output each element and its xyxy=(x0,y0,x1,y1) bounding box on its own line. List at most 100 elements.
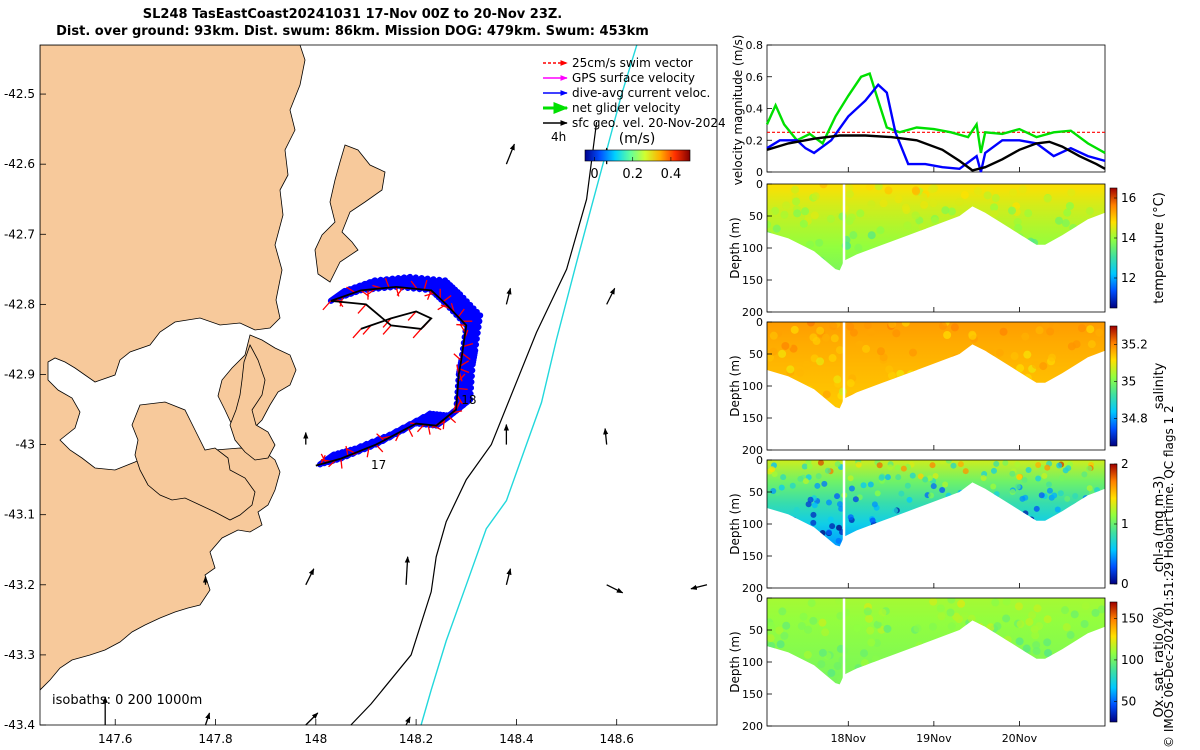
section-sample xyxy=(917,473,924,480)
section-sample xyxy=(790,325,799,334)
section-sample xyxy=(1016,473,1023,480)
map-xtick-label: 148.4 xyxy=(499,732,533,746)
section-colorbar-tick-label: 2 xyxy=(1121,457,1129,471)
section-ytick-label: 200 xyxy=(742,720,763,733)
section-colorbar-tick-label: 14 xyxy=(1121,231,1136,245)
swim-vector xyxy=(463,343,474,348)
salinity-section: 0 50 100 150 200 Depth (m) 34.8 35 35.2 salinity xyxy=(728,316,1167,457)
current-vector xyxy=(449,298,470,315)
section-sample xyxy=(918,222,927,231)
section-sample xyxy=(900,465,907,472)
section-sample xyxy=(1025,617,1034,626)
section-sample xyxy=(1086,325,1095,334)
section-sample xyxy=(1031,360,1040,369)
section-sample xyxy=(999,327,1008,336)
section-sample xyxy=(1018,185,1027,194)
section-sample xyxy=(898,490,905,497)
swim-vector xyxy=(459,360,470,367)
section-sample xyxy=(993,460,1000,467)
section-sample xyxy=(1080,620,1089,629)
section-sample xyxy=(782,201,791,210)
section-sample xyxy=(767,634,775,643)
section-ytick-label: 0 xyxy=(756,454,763,467)
velocity-ytick-label: 0.4 xyxy=(746,103,764,116)
tasman-peninsula xyxy=(229,344,276,461)
section-sample xyxy=(849,328,858,337)
section-ytick-label: 50 xyxy=(749,624,763,637)
isobaths-label: isobaths: 0 200 1000m xyxy=(52,693,202,708)
section-sample xyxy=(826,214,835,223)
section-ytick-label: 150 xyxy=(742,688,763,701)
section-sample xyxy=(873,620,882,629)
section-sample xyxy=(786,365,795,374)
section-sample xyxy=(929,598,938,606)
section-sample xyxy=(802,478,809,485)
section-sample xyxy=(1062,623,1071,632)
section-sample xyxy=(826,529,833,536)
swim-vector xyxy=(322,300,332,311)
section-sample xyxy=(1081,601,1090,610)
section-sample xyxy=(767,209,774,218)
section-sample xyxy=(1087,340,1096,349)
current-vector xyxy=(459,335,480,352)
section-sample xyxy=(834,493,841,500)
swim-vector xyxy=(346,286,356,294)
section-sample xyxy=(941,206,950,215)
section-sample xyxy=(827,669,836,678)
section-colorbar xyxy=(1109,187,1118,309)
current-vector xyxy=(422,276,443,293)
section-sample xyxy=(804,625,813,634)
swim-vector xyxy=(376,433,385,441)
section-sample xyxy=(780,474,787,481)
map-ytick-label: -42.9 xyxy=(4,367,35,381)
section-sample xyxy=(1085,207,1094,216)
section-sample xyxy=(1035,461,1042,468)
section-sample xyxy=(801,207,810,216)
map-xtick-label: 147.6 xyxy=(98,732,132,746)
section-sample xyxy=(947,598,956,604)
section-sample xyxy=(835,537,842,544)
section-sample xyxy=(797,475,804,482)
section-sample xyxy=(928,185,937,194)
section-sample xyxy=(776,640,785,649)
section-sample xyxy=(1043,615,1052,624)
section-sample xyxy=(799,612,808,621)
isobath-lines xyxy=(350,44,638,726)
section-sample xyxy=(821,480,828,487)
swim-vector xyxy=(456,395,464,405)
section-sample xyxy=(993,622,1002,631)
geo-velocity-arrow xyxy=(404,556,410,585)
section-sample xyxy=(811,502,818,509)
geo-velocity-arrow xyxy=(505,568,512,585)
legend-label: dive-avg current veloc. xyxy=(572,86,710,100)
section-sample xyxy=(793,506,800,513)
section-sample xyxy=(854,243,863,252)
section-sample xyxy=(1091,608,1100,617)
section-sample xyxy=(1009,188,1018,197)
swim-vector xyxy=(362,324,372,335)
map-ytick-label: -43.4 xyxy=(4,718,35,732)
section-sample xyxy=(796,368,805,377)
section-sample xyxy=(957,461,964,468)
section-sample xyxy=(884,474,891,481)
section-sample xyxy=(867,200,876,209)
geo-velocity-arrow xyxy=(690,584,708,590)
copyright-note: © IMOS 06-Dec-2024 01:51:29 Hobart time.… xyxy=(1162,405,1176,748)
section-sample xyxy=(1081,471,1088,478)
section-sample xyxy=(990,467,997,474)
swim-vector xyxy=(366,447,370,458)
section-sample xyxy=(913,624,922,633)
current-vector xyxy=(460,329,481,346)
velocity-ytick-label: 0 xyxy=(756,166,763,179)
section-sample xyxy=(1009,488,1016,495)
section-sample xyxy=(991,598,1000,607)
section-sample xyxy=(847,514,854,521)
colorbar-label: (m/s) xyxy=(619,131,656,147)
section-sample xyxy=(838,505,845,512)
colorbar-tick-label: 0.4 xyxy=(661,167,682,182)
section-colorbar xyxy=(1109,601,1118,723)
section-sample xyxy=(1028,611,1037,620)
section-sample xyxy=(830,334,839,343)
section-ylabel: Depth (m) xyxy=(728,493,742,554)
section-sample xyxy=(829,523,836,530)
